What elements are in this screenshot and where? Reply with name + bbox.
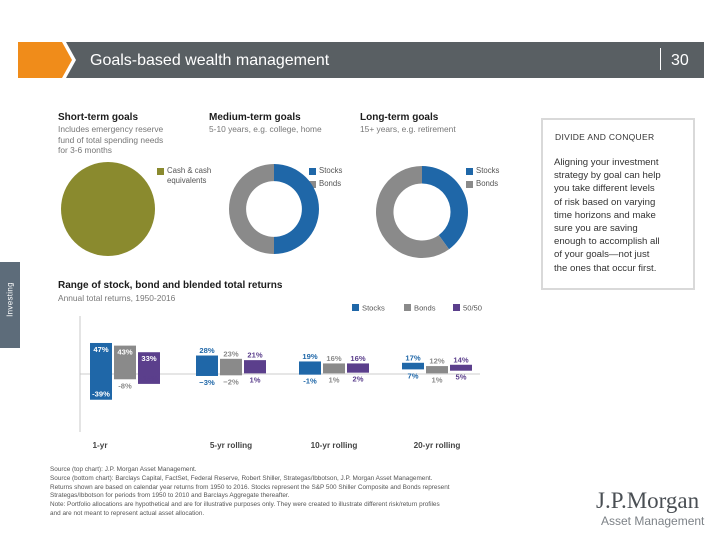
range-bar [426,366,448,374]
category-label: 20-yr rolling [414,441,461,450]
range-bar [299,361,321,375]
donut-long-term [376,166,468,258]
range-bar [196,355,218,376]
callout-heading: DIVIDE AND CONQUER [555,132,655,142]
range-bar [244,360,266,374]
bar-low-label: -15% [140,374,158,383]
legend-swatch-stocks [352,304,359,311]
legend-label-stocks-medium: Stocks [319,166,343,175]
bar-low-label: 1% [329,375,340,384]
goal-title-medium: Medium-term goals [209,112,301,123]
bar-low-label: -1% [303,377,317,386]
donut-slice-stocks [422,166,468,250]
donut-medium-term [228,164,320,254]
donut-slice-stocks [274,164,320,254]
bar-high-label: 16% [326,354,341,363]
legend-label: Bonds [414,304,436,313]
bar-high-label: 17% [405,353,420,362]
legend-label-stocks-long: Stocks [476,166,500,175]
category-label: 5-yr rolling [210,441,252,450]
goal-desc-short: Includes emergency reserve fund of total … [58,124,164,155]
section-tab-label: Investing [5,282,15,317]
bar-low-label: -39% [92,390,110,399]
donut-slice-bonds [376,166,450,258]
bar-low-label: 1% [250,375,261,384]
header-divider [660,48,661,70]
pie-slice-cash [61,162,155,256]
donut-slice-bonds [228,164,274,254]
bar-low-label: −3% [199,378,215,387]
page-title: Goals-based wealth management [90,52,330,69]
pie-short-term [61,162,155,256]
bar-low-label: 7% [408,371,419,380]
range-bar [90,342,112,400]
header-chevron-icon [58,42,76,78]
source-notes: Source (top chart): J.P. Morgan Asset Ma… [50,466,450,517]
legend-swatch-bonds-medium [309,181,316,188]
bar-high-label: 21% [247,351,262,360]
legend-swatch-stocks-medium [309,168,316,175]
range-bar [450,364,472,371]
bar-high-label: 47% [93,345,108,354]
bar-low-label: 5% [456,373,467,382]
bar-low-label: 2% [353,375,364,384]
legend-swatch-bonds-long [466,181,473,188]
goal-title-long: Long-term goals [360,112,439,123]
category-label: 10-yr rolling [311,441,358,450]
header-bar [18,42,704,78]
bar-high-label: 16% [350,354,365,363]
range-bar [138,352,160,384]
bar-high-label: 14% [453,355,468,364]
bar-high-label: 28% [199,346,214,355]
bar-high-label: 12% [429,357,444,366]
bar-low-label: −2% [223,377,239,386]
legend-label-bonds-long: Bonds [476,179,499,188]
legend-label: Stocks [362,304,385,313]
bar-high-label: 19% [302,352,317,361]
header-accent [18,42,58,78]
range-chart-title: Range of stock, bond and blended total r… [58,280,283,291]
jpmorgan-logo-subtitle: Asset Management [601,514,705,528]
range-bar [402,362,424,370]
bar-high-label: 33% [141,354,156,363]
legend-label-cash: Cash & cash equivalents [167,166,212,185]
legend-swatch-cash [157,168,164,175]
legend-label: 50/50 [463,304,482,313]
goal-title-short: Short-term goals [58,112,139,123]
bar-high-label: 43% [117,348,132,357]
page-number: 30 [671,52,689,69]
range-chart-subtitle: Annual total returns, 1950-2016 [58,293,176,303]
callout-box [541,118,695,290]
category-label: 1-yr [92,441,108,450]
range-bar-chart: Stocks Bonds 50/50 47% -39% 43% -8% 33% -15% 1-yr… [79,304,482,450]
bar-high-label: 23% [223,349,238,358]
legend-label-bonds-medium: Bonds [319,179,342,188]
range-bar [347,363,369,373]
bar-low-label: -8% [118,381,132,390]
callout-body: Aligning your investment strategy by goal… [554,157,661,274]
section-tab[interactable] [0,262,20,348]
legend-swatch-50-50 [453,304,460,311]
legend-swatch-stocks-long [466,168,473,175]
range-bar [114,345,136,380]
goal-desc-long: 15+ years, e.g. retirement [360,124,456,134]
jpmorgan-logo: J.P.Morgan [596,488,700,513]
legend-swatch-bonds [404,304,411,311]
bar-low-label: 1% [432,375,443,384]
goal-desc-medium: 5-10 years, e.g. college, home [209,124,322,134]
range-bar [220,358,242,376]
range-bar [323,363,345,374]
